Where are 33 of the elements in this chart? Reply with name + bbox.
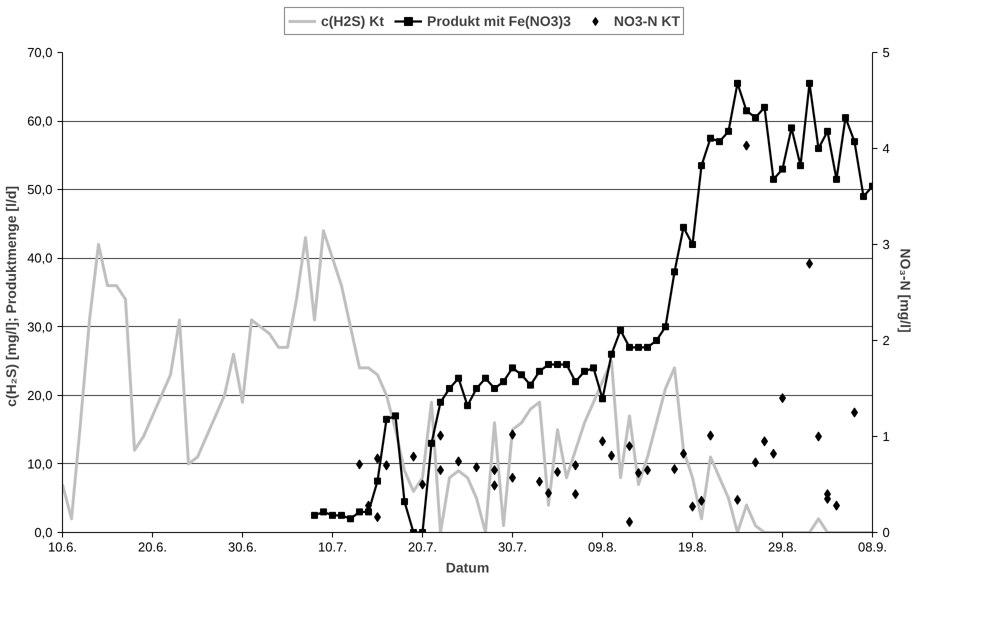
y-tick-label: 60,0 (27, 114, 53, 129)
x-axis-title: Datum (446, 560, 490, 576)
y2-tick-label: 0 (882, 525, 890, 540)
point (815, 432, 822, 442)
y-tick-label: 0,0 (34, 525, 53, 540)
y2-axis-title: NO₃-N [mg/l] (898, 248, 914, 333)
legend-label: c(H2S) Kt (320, 13, 384, 29)
y2-tick-label: 4 (882, 141, 890, 156)
y-axis-title: c(H₂S) [mg/l]; Produktmenge [l/d] (3, 186, 20, 407)
x-tick-label: 20.6. (138, 540, 167, 554)
x-tick-label: 10.7. (318, 540, 347, 554)
x-tick-label: 30.7. (498, 540, 527, 554)
x-tick-label: 20.7. (408, 540, 437, 554)
y-tick-label: 20,0 (27, 388, 53, 403)
y-tick-label: 10,0 (27, 456, 53, 472)
legend-label: NO3-N KT (614, 13, 680, 29)
point (419, 480, 426, 490)
y2-tick-label: 2 (882, 333, 890, 348)
point (851, 408, 858, 418)
x-tick-label: 30.6. (228, 540, 257, 554)
y-tick-label: 50,0 (27, 182, 53, 198)
x-tick-label: 08.9. (858, 540, 887, 554)
x-tick-label: 09.8. (588, 540, 617, 554)
y-tick-label: 30,0 (27, 319, 53, 334)
y-tick-label: 70,0 (27, 45, 53, 60)
y2-tick-label: 5 (882, 45, 890, 60)
y2-tick-label: 1 (882, 429, 890, 444)
x-tick-label: 19.8. (678, 540, 707, 554)
x-tick-label: 29.8. (768, 540, 797, 554)
y2-tick-label: 3 (882, 237, 890, 252)
x-tick-label: 10.6. (48, 540, 77, 554)
legend-label: Produkt mit Fe(NO3)3 (426, 13, 571, 29)
y-tick-label: 40,0 (27, 250, 53, 266)
